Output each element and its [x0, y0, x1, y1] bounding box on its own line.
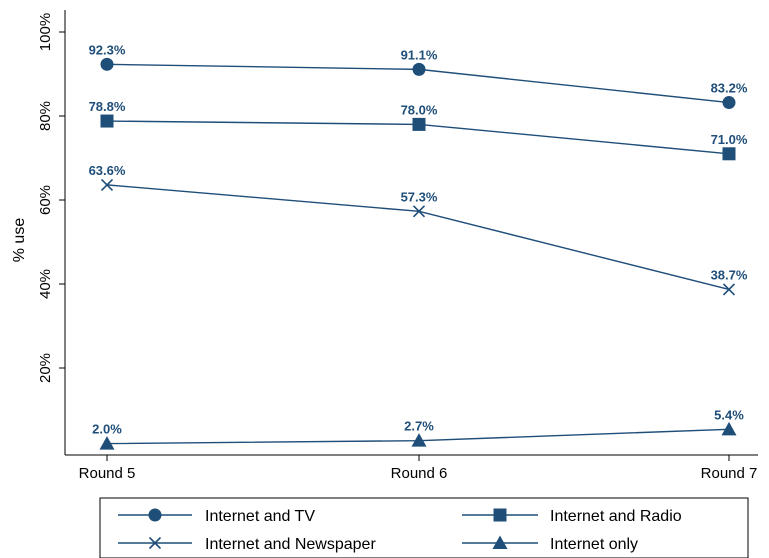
series-point: [412, 117, 426, 131]
data-label: 2.0%: [92, 422, 122, 437]
data-labels: 92.3% 91.1% 83.2% 78.8% 78.0% 71.0% 63.6% 57.3%…: [89, 42, 748, 436]
legend-item: Internet and Radio: [462, 508, 682, 525]
series-point: [722, 283, 736, 296]
axes: 20% 40% 60% 80% 100% % use Round 5 Round 6 Round…: [11, 10, 758, 482]
data-label: 78.0%: [401, 102, 438, 117]
series-point: [411, 433, 427, 447]
y-tick-label: 60%: [37, 185, 54, 215]
y-axis-title: % use: [11, 218, 28, 263]
y-tick-label: 40%: [37, 269, 54, 299]
data-label: 57.3%: [401, 189, 438, 204]
series-point: [100, 114, 114, 128]
y-tick-label: 80%: [37, 101, 54, 131]
legend-marker: [493, 508, 507, 522]
series-point: [100, 57, 114, 71]
legend-label: Internet and TV: [205, 508, 315, 525]
series-point: [100, 178, 114, 191]
y-tick-label: 20%: [37, 353, 54, 383]
x-tick-label: Round 6: [391, 465, 448, 482]
x-tick-label: Round 5: [79, 465, 136, 482]
series-point: [722, 96, 736, 110]
series-point: [721, 421, 737, 436]
legend-marker: [492, 535, 508, 549]
series-point: [99, 436, 115, 450]
data-label: 38.7%: [711, 267, 748, 282]
data-label: 92.3%: [89, 42, 126, 57]
series-point: [412, 62, 426, 76]
data-label: 83.2%: [711, 81, 748, 96]
data-label: 71.0%: [711, 132, 748, 147]
series-layer: [99, 57, 737, 450]
data-label: 91.1%: [401, 47, 438, 62]
legend-marker: [148, 536, 162, 550]
legend-item: Internet only: [462, 535, 638, 553]
x-tick-label: Round 7: [701, 465, 758, 482]
legend-label: Internet and Newspaper: [205, 536, 376, 553]
data-label: 5.4%: [714, 407, 744, 422]
legend-label: Internet and Radio: [550, 508, 682, 525]
series-point: [722, 147, 736, 161]
data-label: 2.7%: [404, 419, 434, 434]
legend-label: Internet only: [550, 536, 638, 553]
legend: Internet and TV Internet and Radio Interne…: [99, 497, 749, 558]
series-point: [412, 205, 426, 218]
legend-marker: [148, 508, 162, 522]
data-label: 63.6%: [89, 163, 126, 178]
legend-box: [99, 497, 749, 558]
data-label: 78.8%: [89, 99, 126, 114]
y-tick-label: 100%: [37, 13, 54, 51]
legend-item: Internet and Newspaper: [118, 536, 376, 553]
legend-item: Internet and TV: [118, 508, 315, 525]
